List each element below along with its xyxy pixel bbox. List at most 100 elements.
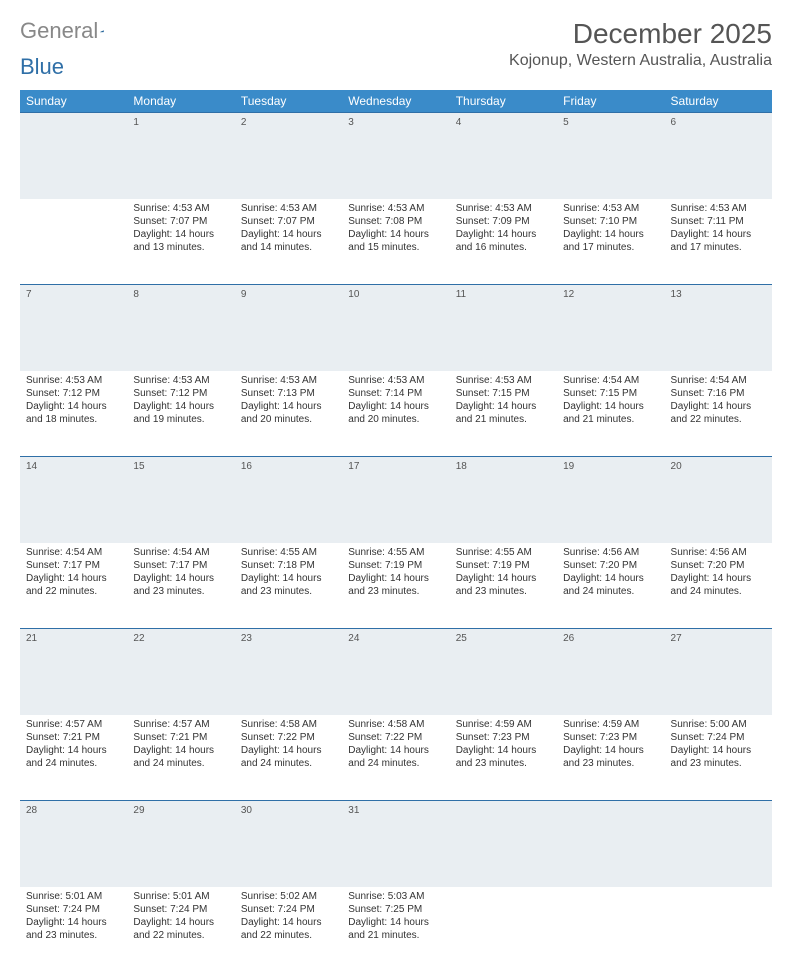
day-detail-line: Daylight: 14 hours bbox=[671, 744, 766, 757]
day-detail-line: Sunset: 7:19 PM bbox=[456, 559, 551, 572]
day-detail-line: and 20 minutes. bbox=[241, 413, 336, 426]
day-detail-line: Sunrise: 4:53 AM bbox=[133, 374, 228, 387]
day-number: 15 bbox=[127, 457, 234, 543]
day-detail-line: Sunrise: 4:55 AM bbox=[456, 546, 551, 559]
day-detail-line: Sunset: 7:13 PM bbox=[241, 387, 336, 400]
day-content-row: Sunrise: 4:53 AMSunset: 7:07 PMDaylight:… bbox=[20, 199, 772, 285]
title-block: December 2025 Kojonup, Western Australia… bbox=[509, 18, 772, 70]
day-detail-line: Daylight: 14 hours bbox=[348, 228, 443, 241]
day-detail-line: Daylight: 14 hours bbox=[456, 572, 551, 585]
day-detail-line: Sunset: 7:22 PM bbox=[348, 731, 443, 744]
day-detail-line: Sunset: 7:15 PM bbox=[563, 387, 658, 400]
day-number bbox=[20, 113, 127, 199]
day-detail-line: Sunrise: 4:53 AM bbox=[348, 374, 443, 387]
weekday-header: Friday bbox=[557, 90, 664, 113]
day-detail-line: Daylight: 14 hours bbox=[241, 228, 336, 241]
day-cell: Sunrise: 4:55 AMSunset: 7:19 PMDaylight:… bbox=[450, 543, 557, 629]
day-cell: Sunrise: 4:56 AMSunset: 7:20 PMDaylight:… bbox=[557, 543, 664, 629]
day-number: 25 bbox=[450, 629, 557, 715]
day-cell: Sunrise: 4:57 AMSunset: 7:21 PMDaylight:… bbox=[127, 715, 234, 801]
day-detail-line: Sunset: 7:23 PM bbox=[456, 731, 551, 744]
day-cell: Sunrise: 4:54 AMSunset: 7:17 PMDaylight:… bbox=[127, 543, 234, 629]
day-number-row: 78910111213 bbox=[20, 285, 772, 371]
day-detail-line: Daylight: 14 hours bbox=[563, 744, 658, 757]
day-detail-line: and 23 minutes. bbox=[456, 585, 551, 598]
day-number: 17 bbox=[342, 457, 449, 543]
day-detail-line: Daylight: 14 hours bbox=[133, 916, 228, 929]
day-detail-line: Daylight: 14 hours bbox=[456, 400, 551, 413]
day-number-row: 28293031 bbox=[20, 801, 772, 887]
day-detail-line: Daylight: 14 hours bbox=[348, 916, 443, 929]
day-detail-line: Sunrise: 5:02 AM bbox=[241, 890, 336, 903]
day-cell: Sunrise: 4:54 AMSunset: 7:15 PMDaylight:… bbox=[557, 371, 664, 457]
day-detail-line: Sunset: 7:12 PM bbox=[133, 387, 228, 400]
day-detail-line: Daylight: 14 hours bbox=[671, 572, 766, 585]
day-cell: Sunrise: 4:55 AMSunset: 7:19 PMDaylight:… bbox=[342, 543, 449, 629]
day-cell: Sunrise: 4:53 AMSunset: 7:11 PMDaylight:… bbox=[665, 199, 772, 285]
day-number: 14 bbox=[20, 457, 127, 543]
day-number: 5 bbox=[557, 113, 664, 199]
day-detail-line: and 22 minutes. bbox=[26, 585, 121, 598]
day-cell: Sunrise: 4:53 AMSunset: 7:09 PMDaylight:… bbox=[450, 199, 557, 285]
day-cell: Sunrise: 4:53 AMSunset: 7:12 PMDaylight:… bbox=[20, 371, 127, 457]
day-detail-line: Daylight: 14 hours bbox=[26, 916, 121, 929]
day-number bbox=[450, 801, 557, 887]
day-detail-line: Daylight: 14 hours bbox=[26, 744, 121, 757]
day-cell: Sunrise: 5:03 AMSunset: 7:25 PMDaylight:… bbox=[342, 887, 449, 973]
day-detail-line: Sunrise: 4:54 AM bbox=[26, 546, 121, 559]
day-detail-line: Daylight: 14 hours bbox=[348, 744, 443, 757]
day-detail-line: and 22 minutes. bbox=[241, 929, 336, 942]
day-cell: Sunrise: 4:58 AMSunset: 7:22 PMDaylight:… bbox=[342, 715, 449, 801]
day-content-row: Sunrise: 5:01 AMSunset: 7:24 PMDaylight:… bbox=[20, 887, 772, 973]
day-detail-line: Daylight: 14 hours bbox=[133, 744, 228, 757]
day-detail-line: Sunset: 7:17 PM bbox=[133, 559, 228, 572]
day-detail-line: and 23 minutes. bbox=[456, 757, 551, 770]
day-detail-line: Sunrise: 5:01 AM bbox=[26, 890, 121, 903]
day-number: 10 bbox=[342, 285, 449, 371]
day-detail-line: and 24 minutes. bbox=[26, 757, 121, 770]
brand-logo: General bbox=[20, 18, 124, 44]
brand-part1: General bbox=[20, 18, 98, 44]
day-cell: Sunrise: 5:02 AMSunset: 7:24 PMDaylight:… bbox=[235, 887, 342, 973]
day-detail-line: and 22 minutes. bbox=[133, 929, 228, 942]
day-number-row: 21222324252627 bbox=[20, 629, 772, 715]
day-number: 23 bbox=[235, 629, 342, 715]
day-detail-line: Daylight: 14 hours bbox=[241, 916, 336, 929]
day-detail-line: Sunrise: 4:53 AM bbox=[133, 202, 228, 215]
day-detail-line: Sunset: 7:18 PM bbox=[241, 559, 336, 572]
day-number-row: 14151617181920 bbox=[20, 457, 772, 543]
day-detail-line: Sunrise: 5:00 AM bbox=[671, 718, 766, 731]
day-detail-line: and 17 minutes. bbox=[563, 241, 658, 254]
day-cell: Sunrise: 4:55 AMSunset: 7:18 PMDaylight:… bbox=[235, 543, 342, 629]
day-number bbox=[557, 801, 664, 887]
day-detail-line: Daylight: 14 hours bbox=[456, 228, 551, 241]
day-detail-line: Daylight: 14 hours bbox=[133, 228, 228, 241]
day-number: 7 bbox=[20, 285, 127, 371]
day-detail-line: Sunrise: 4:56 AM bbox=[671, 546, 766, 559]
day-detail-line: and 13 minutes. bbox=[133, 241, 228, 254]
day-cell: Sunrise: 4:58 AMSunset: 7:22 PMDaylight:… bbox=[235, 715, 342, 801]
day-number-row: 123456 bbox=[20, 113, 772, 199]
day-detail-line: Sunrise: 4:53 AM bbox=[241, 374, 336, 387]
weekday-header: Thursday bbox=[450, 90, 557, 113]
day-detail-line: and 24 minutes. bbox=[241, 757, 336, 770]
day-detail-line: Sunset: 7:14 PM bbox=[348, 387, 443, 400]
day-number: 24 bbox=[342, 629, 449, 715]
day-detail-line: Sunset: 7:07 PM bbox=[133, 215, 228, 228]
day-content-row: Sunrise: 4:57 AMSunset: 7:21 PMDaylight:… bbox=[20, 715, 772, 801]
day-number: 16 bbox=[235, 457, 342, 543]
day-detail-line: Sunrise: 4:53 AM bbox=[563, 202, 658, 215]
day-detail-line: and 23 minutes. bbox=[241, 585, 336, 598]
day-detail-line: Daylight: 14 hours bbox=[671, 400, 766, 413]
day-detail-line: Sunrise: 4:55 AM bbox=[348, 546, 443, 559]
day-detail-line: and 23 minutes. bbox=[133, 585, 228, 598]
day-detail-line: Sunset: 7:17 PM bbox=[26, 559, 121, 572]
day-content-row: Sunrise: 4:54 AMSunset: 7:17 PMDaylight:… bbox=[20, 543, 772, 629]
day-cell: Sunrise: 4:53 AMSunset: 7:07 PMDaylight:… bbox=[235, 199, 342, 285]
day-detail-line: Daylight: 14 hours bbox=[456, 744, 551, 757]
day-detail-line: Sunset: 7:19 PM bbox=[348, 559, 443, 572]
day-detail-line: Sunrise: 4:53 AM bbox=[456, 202, 551, 215]
day-detail-line: and 15 minutes. bbox=[348, 241, 443, 254]
day-detail-line: and 23 minutes. bbox=[563, 757, 658, 770]
day-detail-line: Sunrise: 4:53 AM bbox=[26, 374, 121, 387]
